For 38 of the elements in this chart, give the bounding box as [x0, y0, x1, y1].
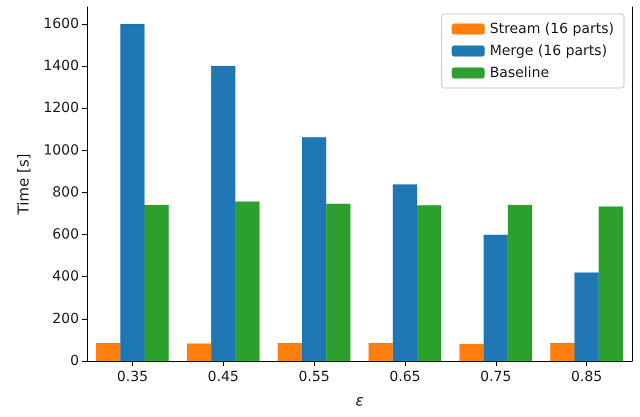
y-tick-label: 1600 [43, 16, 79, 32]
bar [459, 344, 484, 361]
y-tick-label: 1400 [43, 58, 79, 74]
bar [598, 206, 623, 361]
y-tick-label: 1200 [43, 100, 79, 116]
bar [417, 205, 442, 361]
bar [235, 201, 260, 361]
y-tick-label: 1000 [43, 142, 79, 158]
bar [144, 204, 169, 361]
bar [508, 204, 532, 361]
bar [550, 342, 574, 361]
x-tick-label: 0.85 [570, 369, 602, 385]
legend-label: Stream (16 parts) [490, 21, 614, 37]
legend-label: Baseline [490, 65, 550, 81]
x-axis-title: ε [355, 392, 364, 410]
bar [392, 184, 418, 361]
y-axis-title: Time [s] [14, 154, 32, 216]
legend-label: Merge (16 parts) [490, 43, 608, 59]
y-tick-label: 0 [70, 353, 79, 369]
bar [368, 342, 393, 361]
bar [96, 342, 120, 361]
x-tick-label: 0.75 [480, 369, 512, 385]
y-tick-label: 200 [52, 310, 79, 327]
bar [574, 272, 599, 361]
bar [302, 137, 326, 361]
y-tick-label: 400 [52, 268, 79, 285]
bar [211, 66, 236, 361]
bar [186, 344, 212, 361]
x-tick-label: 0.55 [298, 369, 330, 385]
bar [278, 342, 302, 361]
y-tick-label: 800 [52, 184, 79, 200]
x-tick-label: 0.45 [208, 369, 239, 385]
x-tick-label: 0.35 [116, 369, 148, 385]
bar [326, 204, 350, 361]
bar [484, 234, 508, 361]
y-tick-label: 600 [52, 226, 79, 243]
bar [120, 24, 145, 361]
x-tick-label: 0.65 [389, 369, 421, 385]
